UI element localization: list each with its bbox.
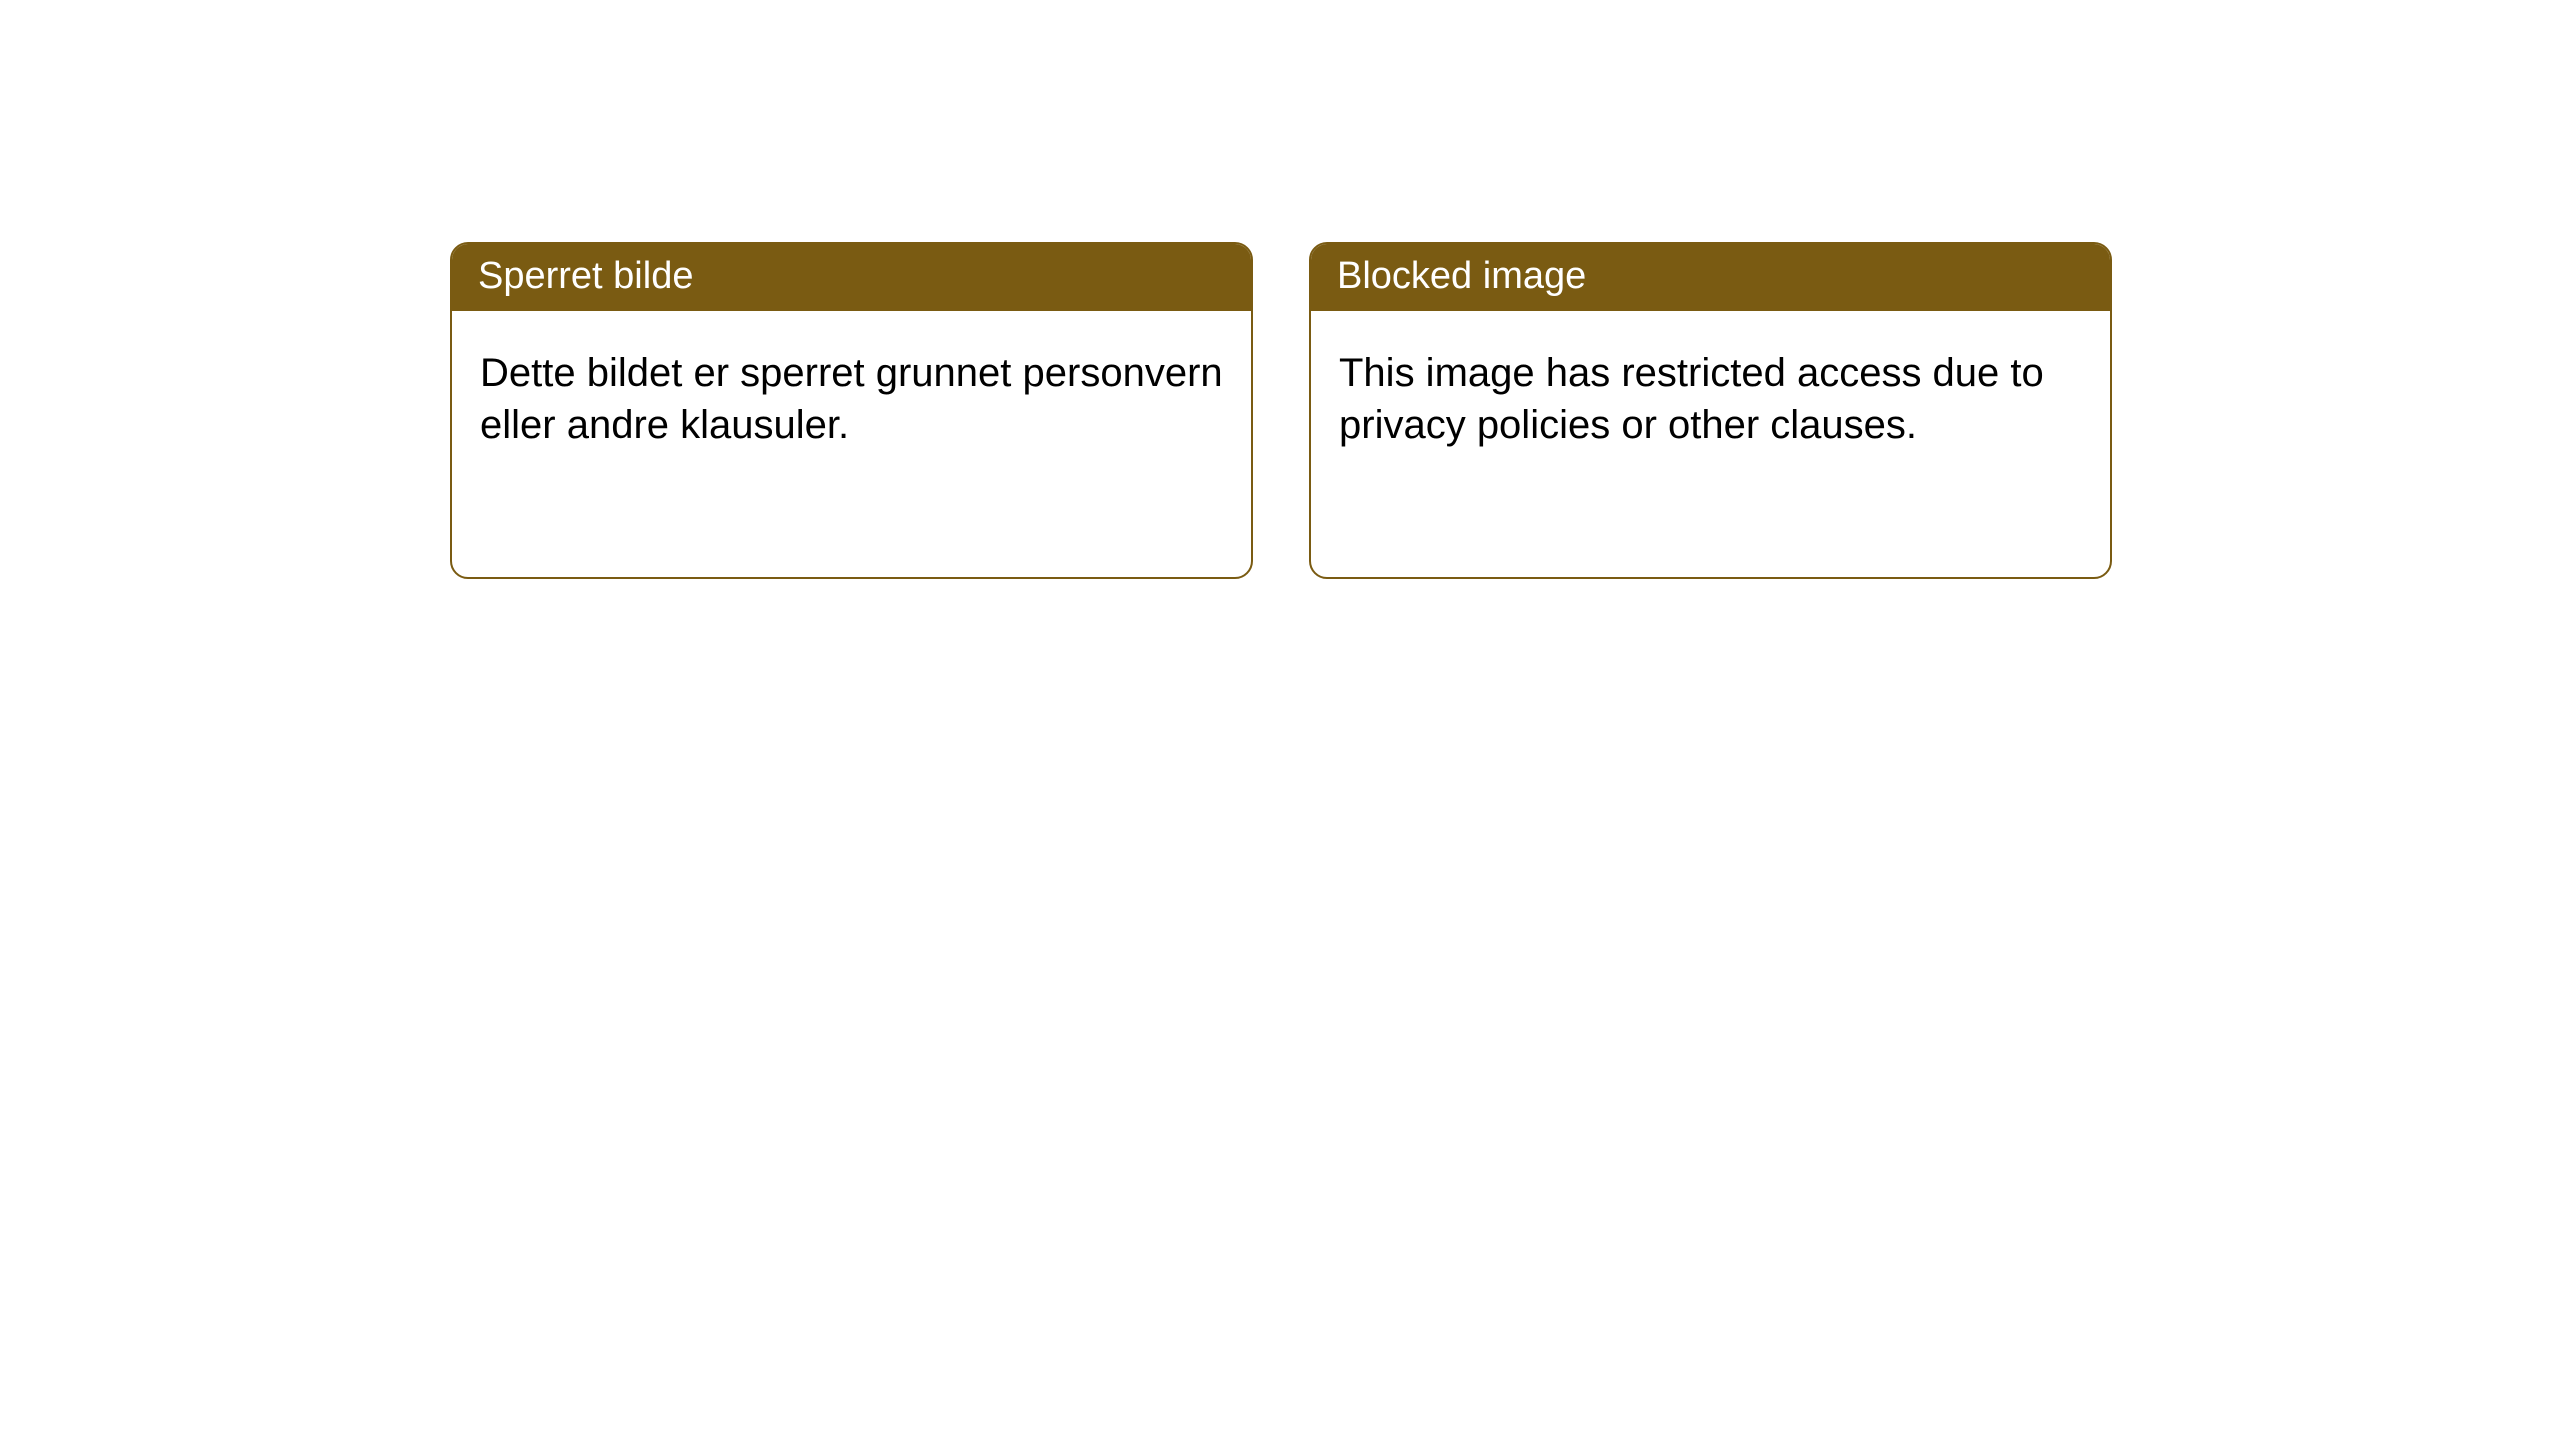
notice-title: Blocked image <box>1337 255 1586 297</box>
notice-body: Dette bildet er sperret grunnet personve… <box>452 311 1251 479</box>
notice-body: This image has restricted access due to … <box>1311 311 2110 479</box>
notice-box-english: Blocked image This image has restricted … <box>1309 242 2112 579</box>
notice-text: Dette bildet er sperret grunnet personve… <box>480 351 1223 447</box>
notice-header: Blocked image <box>1311 244 2110 311</box>
notice-text: This image has restricted access due to … <box>1339 351 2044 447</box>
notice-container: Sperret bilde Dette bildet er sperret gr… <box>450 242 2112 579</box>
notice-title: Sperret bilde <box>478 255 693 297</box>
notice-header: Sperret bilde <box>452 244 1251 311</box>
notice-box-norwegian: Sperret bilde Dette bildet er sperret gr… <box>450 242 1253 579</box>
